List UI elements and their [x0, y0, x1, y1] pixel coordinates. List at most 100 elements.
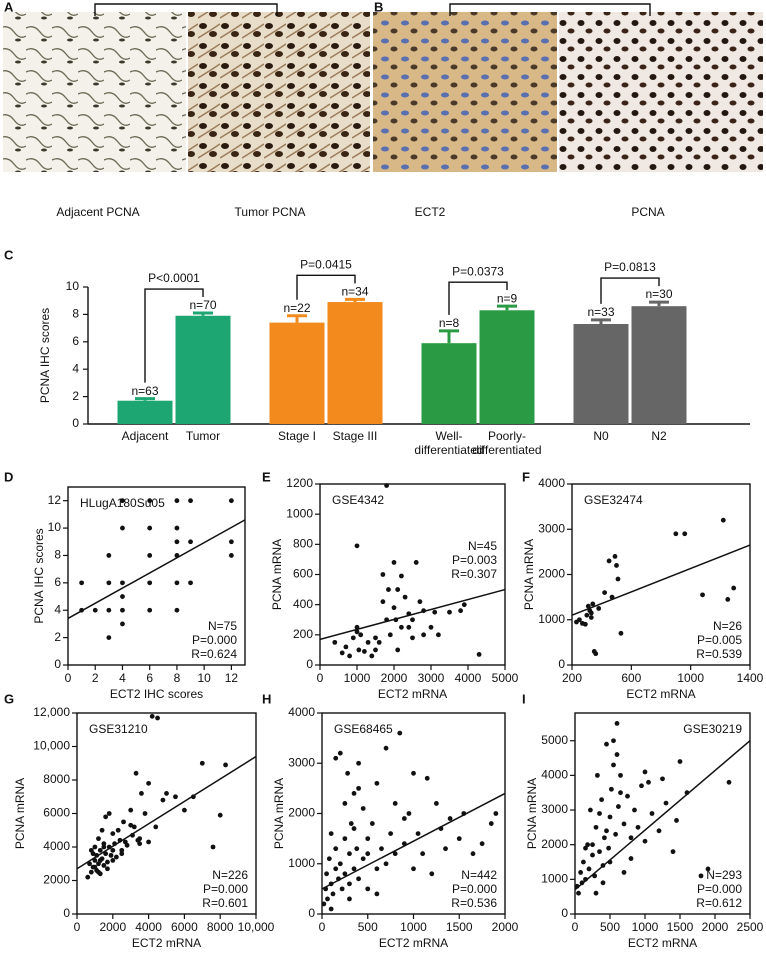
bracket — [94, 3, 278, 16]
comparison-bracket — [296, 274, 356, 300]
point — [606, 558, 612, 564]
image-adjacent — [3, 12, 186, 172]
point — [410, 617, 415, 623]
y-tick-label: 3000 — [541, 802, 568, 816]
point — [611, 762, 616, 768]
point — [120, 621, 125, 627]
n-label: n=63 — [131, 384, 158, 398]
y-tick-label: 0 — [306, 657, 313, 671]
point — [174, 539, 180, 545]
point — [106, 553, 112, 558]
point — [365, 639, 371, 645]
n-label: n=22 — [283, 301, 310, 315]
point — [632, 807, 637, 813]
y-tick-label: 400 — [293, 597, 313, 611]
point — [595, 772, 600, 778]
point — [110, 831, 116, 836]
point — [164, 791, 169, 796]
point — [188, 580, 193, 586]
point — [399, 573, 404, 579]
point — [588, 615, 594, 620]
point — [420, 851, 426, 857]
p-value: P=0.0415 — [300, 258, 352, 272]
point — [120, 580, 125, 586]
point — [199, 760, 205, 766]
point — [698, 873, 704, 879]
point — [128, 822, 134, 828]
point — [402, 594, 408, 600]
point — [660, 776, 665, 782]
point — [725, 596, 731, 602]
y-tick-label: 12 — [48, 493, 62, 507]
point — [649, 811, 655, 816]
y-tick-label: 0 — [72, 416, 79, 430]
point — [124, 842, 130, 848]
point — [328, 831, 334, 836]
point — [597, 849, 602, 855]
error-bar — [193, 311, 213, 316]
point — [731, 585, 737, 591]
y-tick-label: 12,000 — [33, 705, 70, 719]
y-tick-label: 4000 — [541, 768, 568, 782]
y-tick-label: 1000 — [541, 872, 568, 886]
y-tick-label: 0 — [561, 906, 568, 920]
point — [103, 814, 109, 820]
y-axis-label: PCNA IHC scores — [38, 308, 52, 403]
point — [611, 738, 616, 744]
error-bar — [591, 318, 611, 324]
point — [155, 715, 160, 721]
stat-label: R=0.539 — [696, 647, 742, 661]
x-tick-label: 2 — [92, 671, 99, 685]
n-label: n=34 — [341, 285, 368, 299]
point — [137, 841, 143, 847]
point — [590, 601, 596, 607]
point — [339, 650, 345, 656]
point — [585, 603, 591, 609]
point — [417, 599, 423, 605]
x-tick-label: 2000 — [99, 920, 126, 934]
x-tick-label: 0 — [319, 920, 326, 934]
point — [147, 553, 153, 558]
plot-frame — [67, 486, 246, 666]
point — [354, 629, 360, 635]
point — [92, 864, 98, 870]
point — [147, 580, 153, 586]
point — [333, 846, 339, 852]
x-tick-label-box: Stage I — [278, 429, 316, 443]
x-tick-label: 0 — [65, 671, 72, 685]
point — [373, 647, 378, 653]
y-tick-label: 10 — [66, 279, 80, 293]
point — [635, 824, 641, 830]
point — [590, 842, 595, 848]
y-tick-label: 8000 — [43, 772, 70, 786]
x-tick-label: 2000 — [702, 920, 729, 934]
x-tick-label-box: Poorly-differentiated — [472, 429, 541, 457]
point — [705, 866, 711, 872]
point — [326, 856, 332, 862]
point — [121, 819, 126, 825]
point — [577, 617, 582, 623]
error-bar — [135, 397, 155, 401]
point — [615, 576, 621, 582]
x-tick-label: 8 — [174, 671, 181, 685]
point — [429, 871, 435, 877]
point — [677, 759, 683, 764]
n-label: n=30 — [645, 287, 672, 301]
point — [639, 783, 644, 789]
point — [332, 639, 338, 645]
image-caption: Adjacent PCNA — [56, 205, 139, 219]
point — [133, 770, 139, 776]
point — [188, 498, 193, 504]
y-tick-label: 2 — [72, 389, 79, 403]
point — [106, 607, 112, 613]
y-tick-label: 200 — [293, 627, 313, 641]
error-bar — [287, 314, 307, 323]
p-value: P<0.0001 — [148, 271, 200, 285]
point — [120, 594, 125, 599]
trend-line — [571, 544, 751, 616]
point — [356, 760, 361, 766]
x-tick-label: 1500 — [667, 920, 694, 934]
point — [228, 539, 234, 545]
point — [106, 635, 112, 641]
